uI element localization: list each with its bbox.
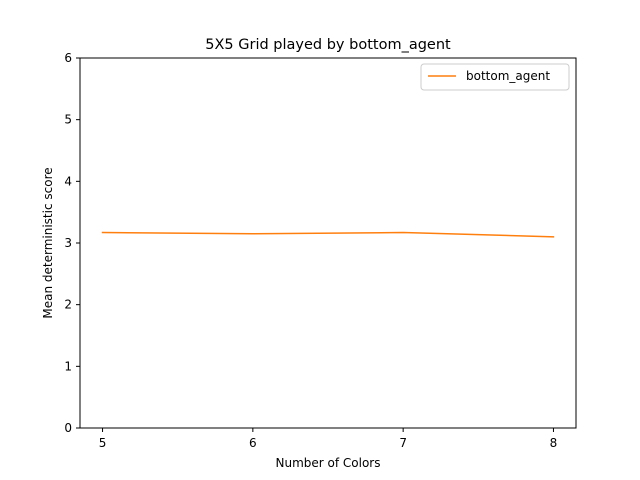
series-layer [101, 231, 555, 238]
legend: bottom_agent [420, 63, 570, 91]
x-tick-label: 5 [99, 436, 107, 450]
y-tick-label: 1 [64, 359, 72, 373]
plot-frame [79, 57, 577, 429]
y-tick-label: 2 [64, 298, 72, 312]
x-axis-label: Number of Colors [276, 456, 381, 470]
x-tick-label: 6 [249, 436, 257, 450]
x-tick-label: 8 [550, 436, 558, 450]
legend-label-bottom-agent: bottom_agent [466, 69, 550, 83]
y-tick-label: 6 [64, 51, 72, 65]
y-tick-label: 0 [64, 421, 72, 435]
y-axis-label: Mean deterministic score [41, 167, 55, 318]
legend-box [420, 63, 570, 91]
y-tick-label: 5 [64, 113, 72, 127]
x-tick-label: 7 [399, 436, 407, 450]
y-tick-label: 3 [64, 236, 72, 250]
y-tick-label: 4 [64, 174, 72, 188]
chart-title: 5X5 Grid played by bottom_agent [205, 37, 451, 53]
series-line-bottom-agent [101, 231, 555, 238]
ticks-layer: 5 6 7 8 0 1 2 3 4 5 6 [64, 51, 557, 450]
